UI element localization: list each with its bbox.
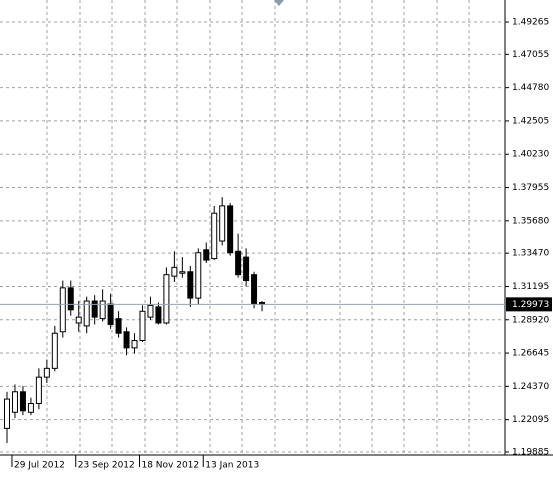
candle-body (19, 391, 26, 412)
candle-body (27, 402, 34, 413)
candle-body (219, 205, 226, 242)
candle-body (251, 274, 258, 305)
y-tick-label: 1.28920 (512, 315, 549, 325)
candle-body (155, 306, 162, 324)
y-tick-label: 1.26645 (512, 349, 549, 359)
candle-body (195, 252, 202, 299)
candle-body (99, 300, 106, 320)
y-tick-label: 1.19885 (512, 447, 549, 457)
x-tick-label: 18 Nov 2012 (141, 461, 199, 471)
y-tick-label: 1.33470 (512, 249, 549, 259)
price-box (506, 297, 552, 312)
y-tick-label: 1.49265 (512, 17, 549, 27)
candle-body (123, 331, 130, 349)
candle-body (171, 266, 178, 277)
y-tick-label: 1.40230 (512, 150, 549, 160)
price-label: 1.29973 (512, 300, 549, 310)
y-tick-label: 1.31195 (512, 282, 549, 292)
candle-body (51, 332, 58, 369)
candle-body (203, 249, 210, 261)
candle-body (179, 271, 186, 274)
y-tick-label: 1.44780 (512, 83, 549, 93)
x-tick-label: 13 Jan 2013 (205, 461, 259, 471)
candle-body (11, 391, 18, 413)
candle-body (211, 212, 218, 260)
vertical-grid (46, 0, 470, 455)
candle-body (75, 316, 82, 324)
candle-body (187, 271, 194, 299)
candle-body (91, 300, 98, 318)
candle-body (4, 398, 10, 429)
candle-body (139, 310, 146, 342)
y-tick-label: 1.35680 (512, 216, 549, 226)
candle-body (67, 287, 74, 311)
y-tick-label: 1.37955 (512, 183, 549, 193)
x-tick-label: 23 Sep 2012 (78, 461, 135, 471)
candle-body (163, 274, 170, 324)
candle-body (227, 205, 234, 254)
candle-body (35, 376, 42, 404)
candle-body (235, 250, 242, 276)
candle-body (115, 318, 122, 334)
y-tick-label: 1.47055 (512, 50, 549, 60)
y-tick-label: 1.22095 (512, 415, 549, 425)
y-tick-label: 1.24370 (512, 382, 549, 392)
y-tick-label: 1.42505 (512, 116, 549, 126)
candle-body (147, 304, 154, 318)
candle-body (43, 367, 50, 378)
x-tick-label: 29 Jul 2012 (14, 461, 65, 471)
candle-body (243, 256, 250, 282)
candle-body (59, 287, 66, 333)
candle-body (107, 303, 114, 325)
candle-body (83, 300, 90, 327)
shift-marker (274, 0, 284, 6)
candle-body (131, 340, 138, 349)
